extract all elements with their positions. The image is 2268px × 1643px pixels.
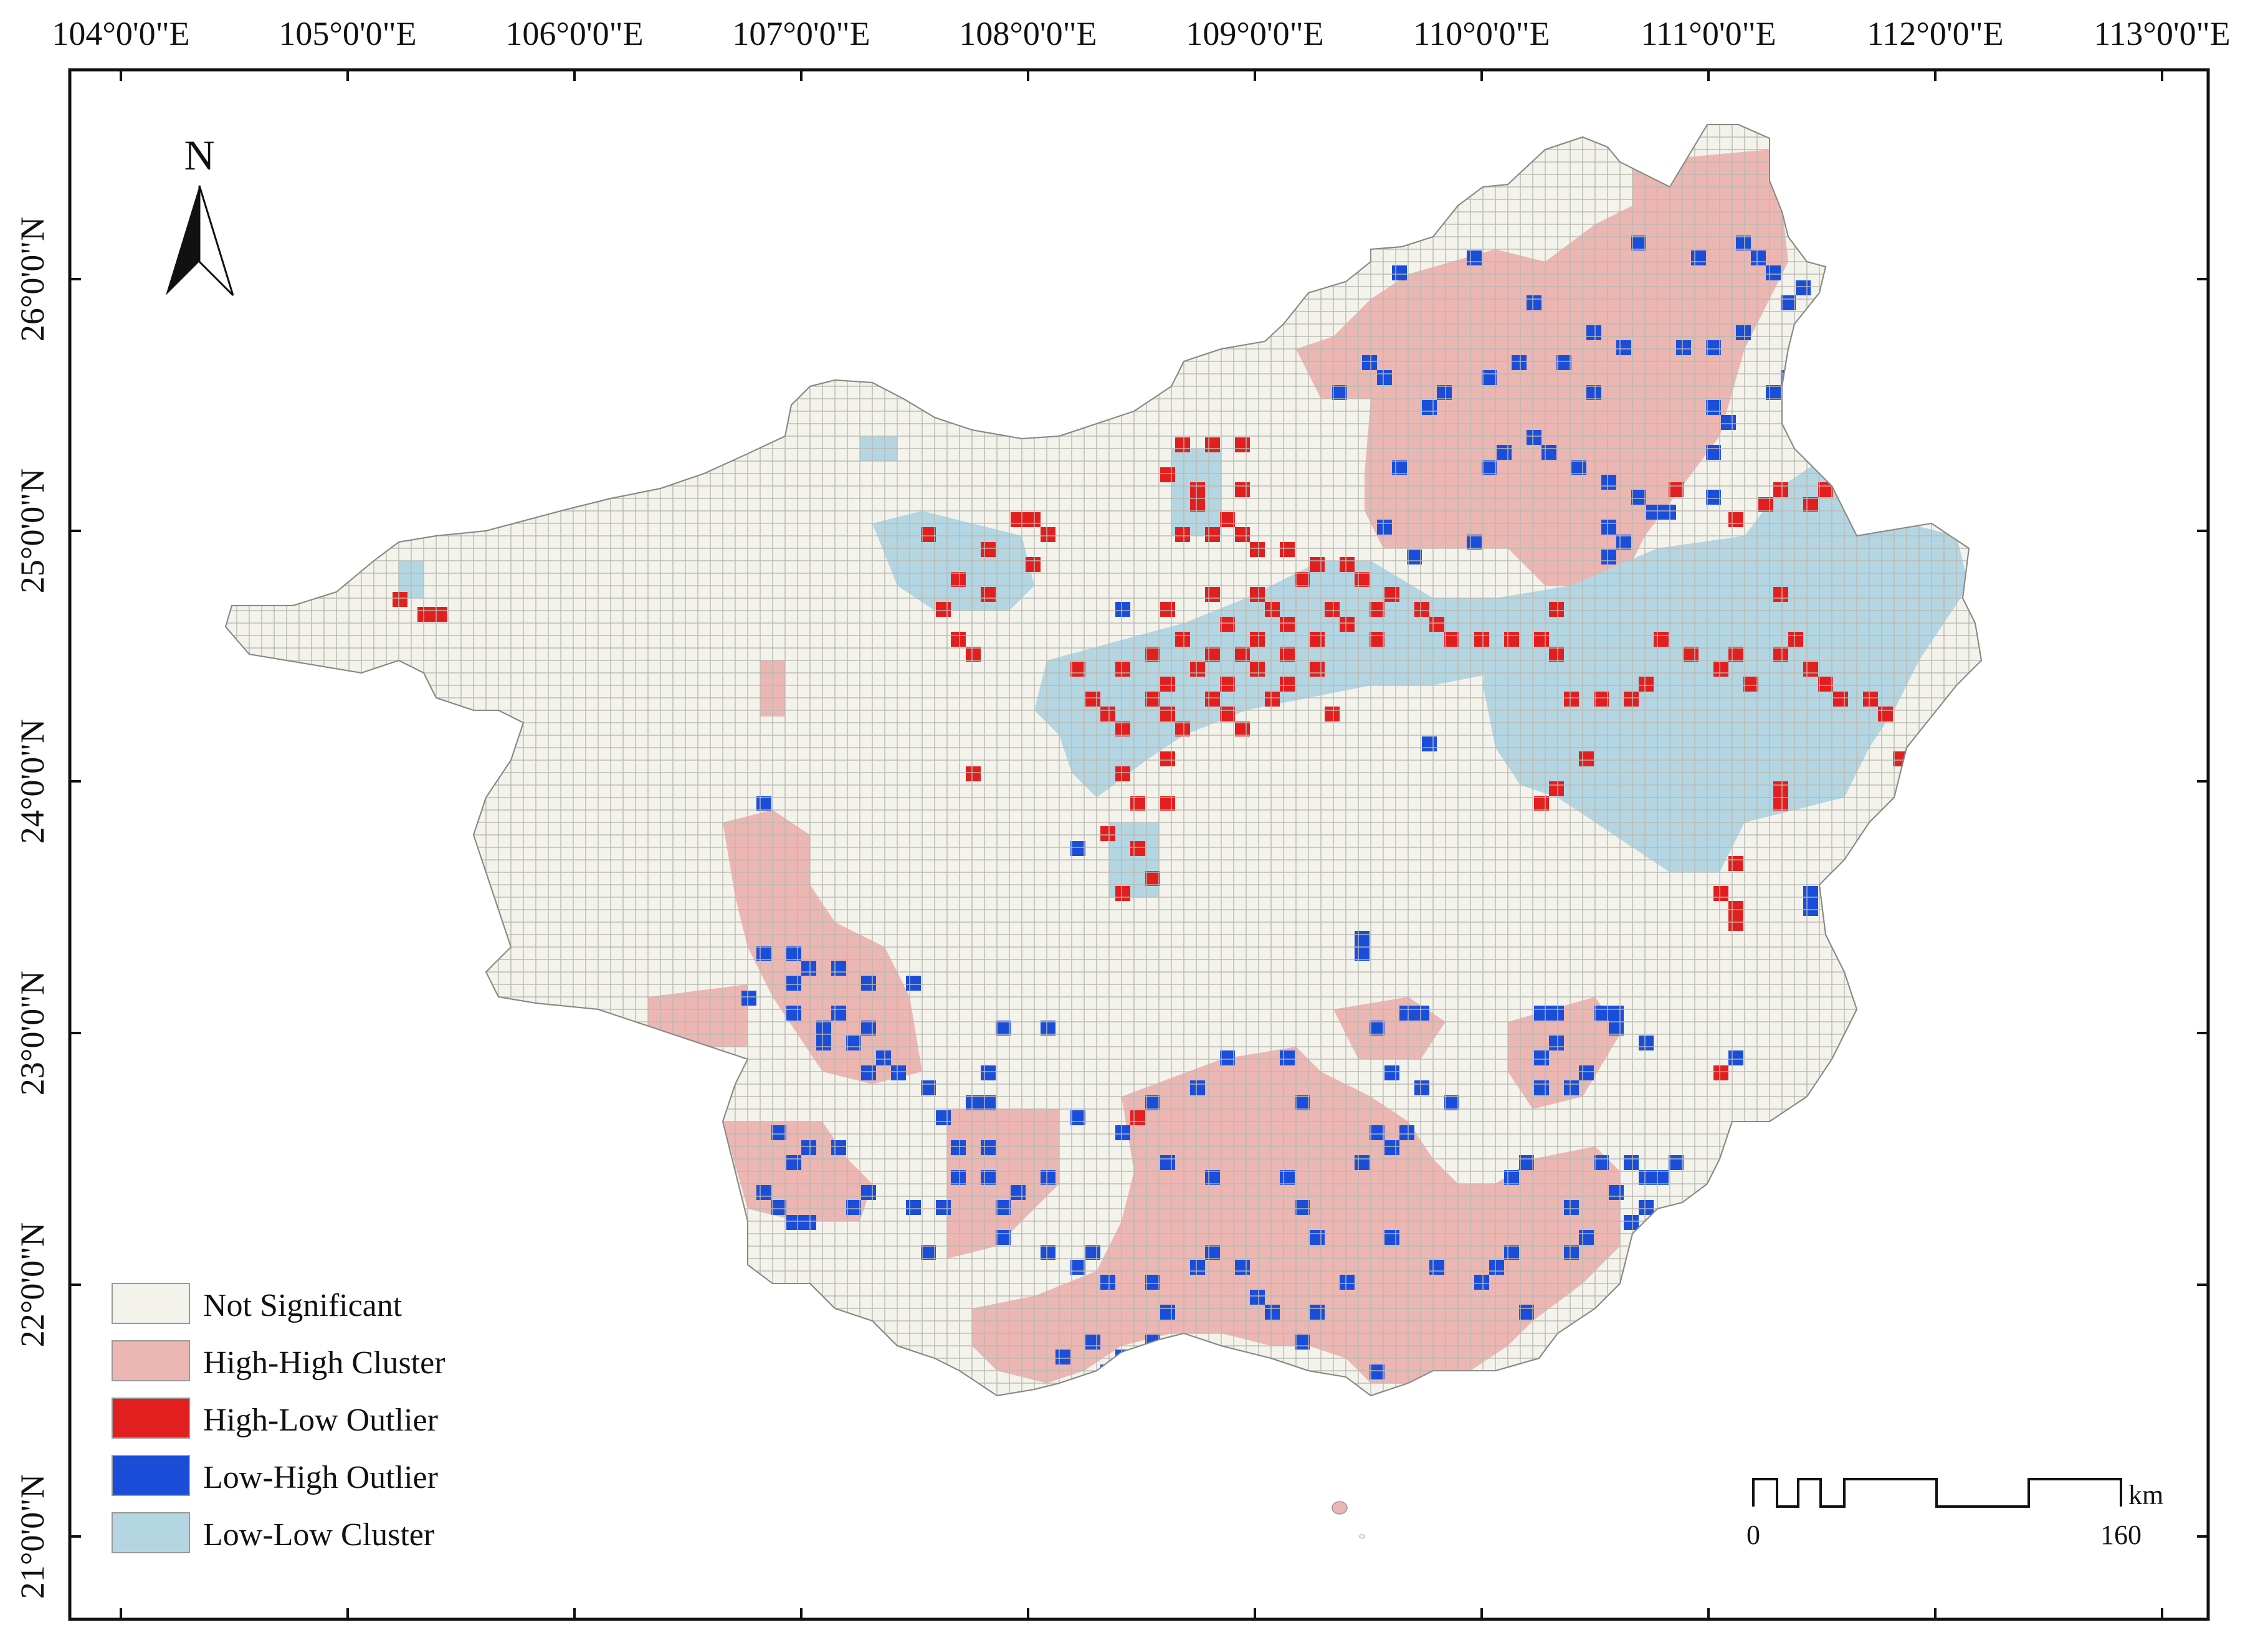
legend-label-low-high: Low-High Outlier bbox=[203, 1460, 438, 1495]
legend-swatch-not-significant bbox=[112, 1283, 190, 1324]
scale-bar: km 0 160 bbox=[1746, 1478, 2163, 1550]
latitude-axis: 26°0'0"N 25°0'0"N 24°0'0"N 23°0'0"N 22°0'0"N… bbox=[14, 217, 2208, 1599]
legend-swatch-low-high bbox=[112, 1455, 190, 1496]
latitude-tick-label: 24°0'0"N bbox=[14, 719, 51, 844]
longitude-tick-label: 110°0'0"E bbox=[1413, 15, 1550, 52]
north-arrow: N bbox=[166, 131, 234, 297]
scale-start: 0 bbox=[1746, 1520, 1760, 1550]
legend-label-not-significant: Not Significant bbox=[203, 1288, 403, 1323]
scale-unit: km bbox=[2128, 1480, 2163, 1510]
island bbox=[1359, 1534, 1365, 1539]
latitude-tick-label: 21°0'0"N bbox=[14, 1474, 51, 1599]
longitude-tick-label: 105°0'0"E bbox=[279, 15, 416, 52]
north-arrow-right bbox=[198, 185, 234, 297]
latitude-tick-label: 26°0'0"N bbox=[14, 217, 51, 341]
island bbox=[1332, 1501, 1348, 1515]
longitude-tick-label: 107°0'0"E bbox=[732, 15, 870, 52]
longitude-tick-label: 111°0'0"E bbox=[1641, 15, 1776, 52]
north-label: N bbox=[184, 131, 214, 179]
latitude-tick-label: 23°0'0"N bbox=[14, 971, 51, 1095]
legend-swatch-high-high bbox=[112, 1340, 190, 1381]
north-arrow-left bbox=[166, 186, 199, 295]
longitude-tick-label: 104°0'0"E bbox=[52, 15, 189, 52]
longitude-axis: 104°0'0"E 105°0'0"E 106°0'0"E 107°0'0"E 108°… bbox=[52, 15, 2231, 1619]
latitude-tick-label: 22°0'0"N bbox=[14, 1222, 51, 1347]
legend-swatch-high-low bbox=[112, 1398, 190, 1439]
legend-label-low-low: Low-Low Cluster bbox=[203, 1517, 434, 1553]
latitude-tick-label: 25°0'0"N bbox=[14, 469, 51, 593]
legend-swatch-low-low bbox=[112, 1512, 190, 1553]
longitude-tick-label: 108°0'0"E bbox=[959, 15, 1097, 52]
legend-label-high-low: High-Low Outlier bbox=[203, 1403, 438, 1438]
legend-label-high-high: High-High Cluster bbox=[203, 1345, 446, 1381]
longitude-tick-label: 109°0'0"E bbox=[1186, 15, 1323, 52]
longitude-tick-label: 106°0'0"E bbox=[505, 15, 643, 52]
legend: Not Significant High-High Cluster High-L… bbox=[112, 1283, 446, 1553]
scale-end: 160 bbox=[2100, 1520, 2142, 1550]
longitude-tick-label: 113°0'0"E bbox=[2094, 15, 2230, 52]
longitude-tick-label: 112°0'0"E bbox=[1867, 15, 2003, 52]
